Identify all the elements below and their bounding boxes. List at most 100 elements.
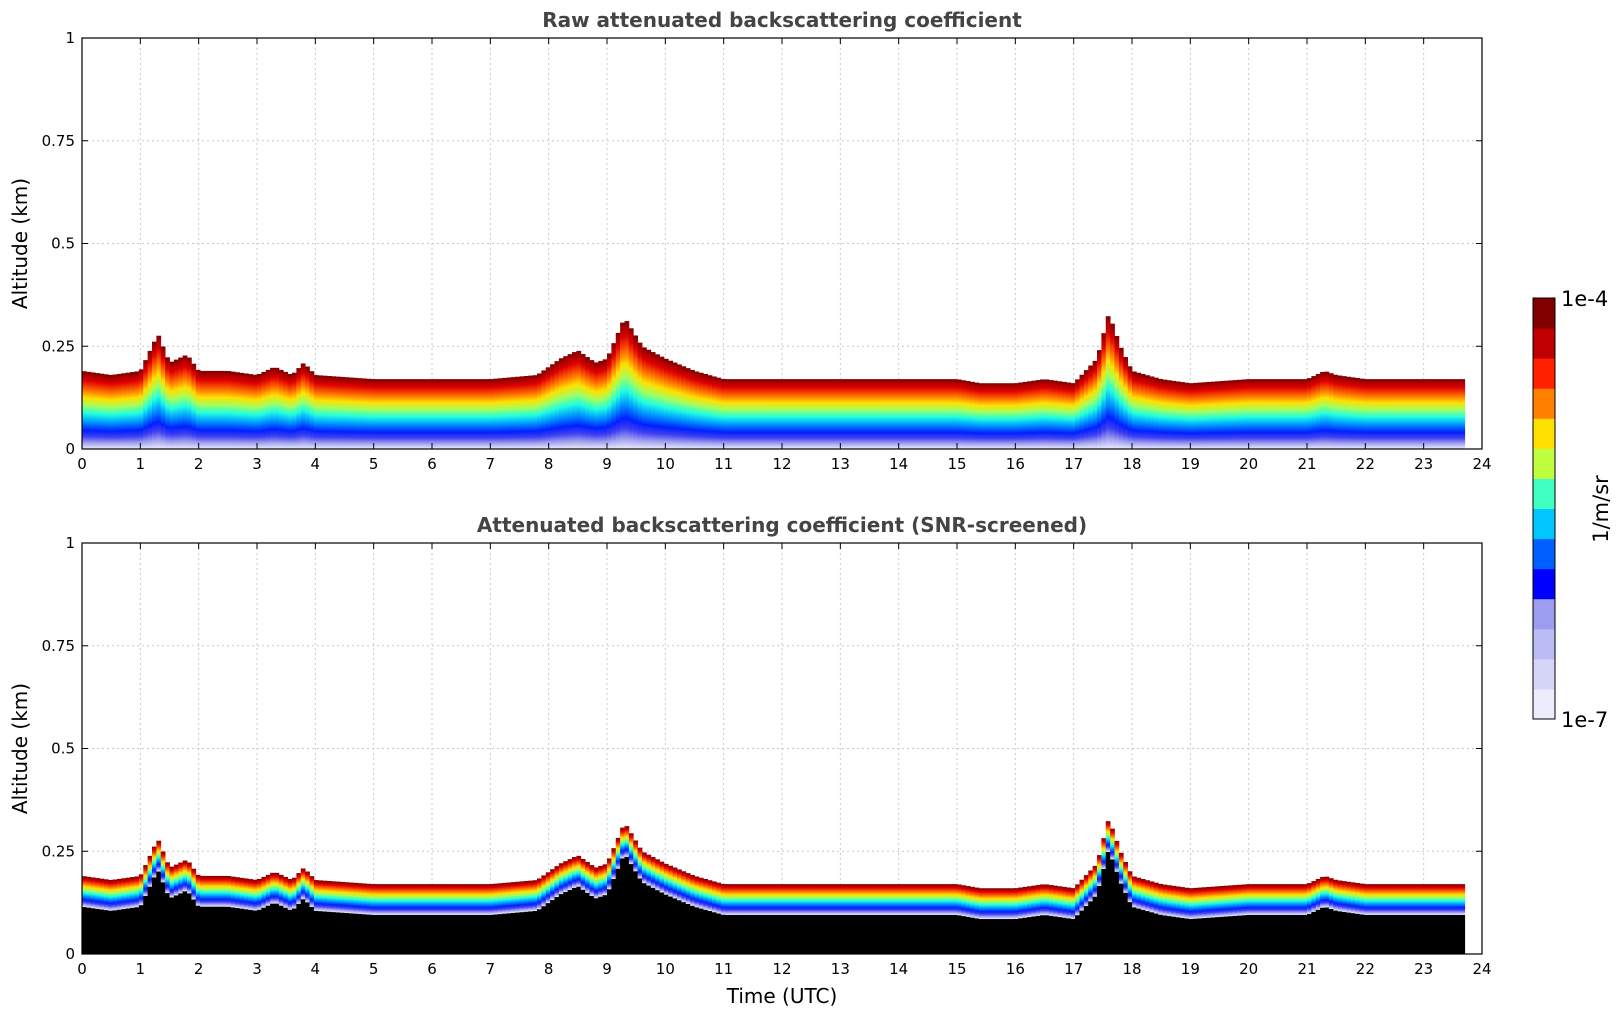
colorbar-swatch [1533,388,1555,419]
backscatter-column [838,379,844,449]
backscatter-column [1101,333,1107,449]
screened-column [1464,914,1466,954]
backscatter-column [983,888,989,920]
screened-column [852,914,857,954]
screened-column [642,883,647,954]
backscatter-column [318,880,324,912]
backscatter-column [1219,886,1225,917]
backscatter-column [825,379,831,449]
backscatter-column [961,380,967,449]
backscatter-column [768,884,774,915]
screened-column [1022,917,1028,954]
backscatter-column [1302,379,1308,449]
backscatter-column [1013,383,1019,449]
screened-column [1206,917,1212,954]
backscatter-column [939,884,945,915]
backscatter-column [1267,379,1273,449]
backscatter-column [274,872,280,904]
backscatter-column [624,826,630,857]
backscatter-column [95,373,100,449]
screened-column [965,916,971,954]
screened-column [1280,914,1286,954]
backscatter-column [1320,876,1325,908]
backscatter-column [165,862,170,894]
backscatter-column [1311,376,1317,449]
backscatter-column [462,884,468,915]
screened-column [1433,914,1439,954]
screened-column [1075,915,1080,954]
backscatter-column [1171,885,1177,917]
backscatter-column [532,880,538,912]
screened-column [677,900,682,954]
backscatter-heatmap [82,821,1466,954]
x-axis-ticks: 0 1 2 3 4 5 6 7 8 9 10 11 12 13 14 15 16 17 18 19 20 21 22 23 24 [77,38,1492,473]
screened-column [510,912,516,954]
screened-column [952,914,958,954]
screened-column [1385,914,1391,954]
screened-column [147,886,153,954]
backscatter-column [1070,888,1076,919]
backscatter-column [1403,379,1409,449]
backscatter-column [1315,373,1321,449]
backscatter-column [309,876,315,907]
backscatter-column [160,851,166,883]
backscatter-column [1442,379,1448,449]
screened-column [856,914,862,954]
backscatter-column [847,379,853,449]
backscatter-column [747,884,752,915]
screened-column [1018,918,1024,954]
backscatter-column [1425,884,1430,915]
backscatter-column [786,884,792,915]
backscatter-column [1123,357,1129,449]
backscatter-column [370,884,376,915]
backscatter-column [948,379,954,449]
backscatter-column [1293,884,1299,915]
backscatter-column [1184,382,1190,449]
screened-column [637,878,643,954]
screened-column [248,909,254,954]
backscatter-column [589,360,595,449]
backscatter-column [362,378,367,449]
screened-column [563,892,569,954]
backscatter-column [1464,884,1466,915]
screened-column [913,914,919,954]
screened-column [1237,915,1242,954]
backscatter-column [830,884,835,915]
screened-column [628,864,634,954]
backscatter-column [388,884,394,915]
screened-column [1140,909,1146,954]
screened-column [1040,915,1045,954]
screened-column [1123,892,1129,954]
colorbar-swatch [1533,448,1555,479]
screened-column [243,909,249,954]
backscatter-column [580,353,586,449]
screened-column [1005,919,1010,954]
screened-column [887,914,892,954]
backscatter-column [790,884,796,915]
screened-column [602,895,608,954]
screened-column [397,914,402,954]
backscatter-column [1429,884,1435,915]
screened-column [200,906,205,954]
screened-column [1136,908,1142,954]
screened-column [1381,914,1387,954]
backscatter-column [195,369,201,449]
backscatter-column [265,874,271,906]
screened-column [1057,917,1063,954]
screened-column [165,893,170,954]
grid [82,38,1482,449]
backscatter-column [808,884,814,915]
backscatter-column [1193,887,1199,919]
backscatter-column [1385,379,1391,449]
backscatter-column [1398,884,1404,915]
backscatter-column [213,875,219,907]
screened-column [663,894,669,954]
screened-column [716,913,722,954]
backscatter-column [1188,888,1194,920]
y-axis-ticks: 0 0.25 0.5 0.75 1 [42,534,1482,963]
backscatter-column [795,884,800,915]
backscatter-column [130,372,135,449]
backscatter-column [401,884,407,915]
backscatter-column [99,878,105,910]
screened-column [134,907,140,954]
